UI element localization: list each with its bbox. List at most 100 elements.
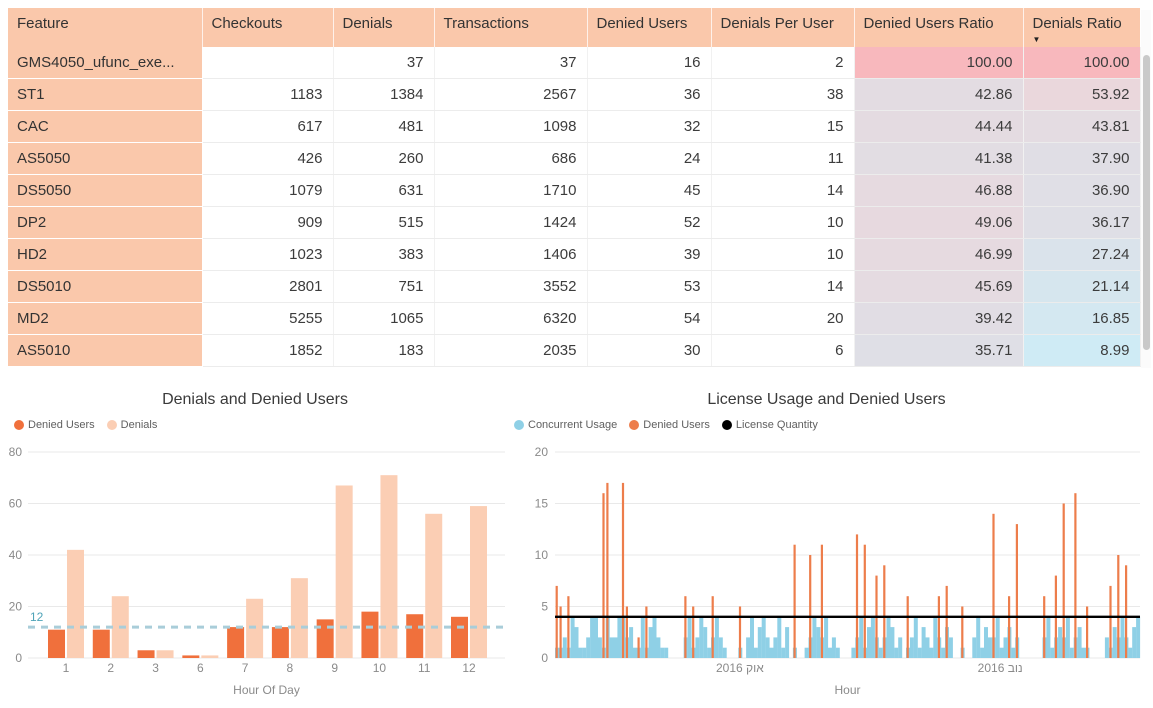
axis-label: 9 (331, 661, 338, 675)
bar-denials[interactable] (201, 655, 219, 658)
axis-label: 20 (535, 445, 549, 459)
column-header-label: Checkouts (211, 15, 283, 32)
license-usage-plot[interactable]: 0 5 10 15 20 2016 אוק 2016 נוב Hour (500, 440, 1153, 708)
usage-bar (929, 647, 934, 658)
table-header-row: Feature Checkouts Denials Transactions Denie… (8, 8, 1141, 47)
denied-users-spike (738, 606, 742, 658)
table-scrollbar-thumb[interactable] (1142, 55, 1150, 350)
usage-bar (722, 647, 727, 658)
feature-cell: HD2 (8, 238, 203, 271)
usage-bar (785, 627, 790, 658)
bar-denied-users[interactable] (182, 655, 200, 658)
bar-denials[interactable] (290, 578, 308, 658)
usage-bar (1136, 616, 1141, 658)
table-cell: 183 (333, 334, 435, 367)
table-cell: 11 (711, 142, 855, 175)
usage-bar (1081, 647, 1086, 658)
usage-bar (1128, 647, 1133, 658)
x-axis-title: Hour Of Day (233, 683, 300, 697)
bar-denials[interactable] (425, 513, 443, 658)
table-row: AS5010 1852 183 2035 30 6 35.71 8.99 (8, 334, 1141, 367)
column-header-label: Transactions (443, 15, 529, 32)
usage-bar (597, 637, 602, 658)
usage-bar (707, 647, 712, 658)
legend-label: Denials (120, 419, 158, 431)
column-header-label: Denials (342, 15, 393, 32)
denied-users-spike (961, 606, 964, 658)
denied-users-spike (645, 606, 648, 658)
denied-users-spike (692, 606, 695, 658)
bar-denied-users[interactable] (271, 627, 289, 658)
bar-denied-users[interactable] (361, 611, 379, 658)
feature-cell: MD2 (8, 302, 203, 335)
denied-users-spike (1008, 596, 1011, 658)
bar-denied-users[interactable] (406, 614, 424, 658)
axis-label: 0 (15, 651, 22, 665)
table-cell: 20 (711, 302, 855, 335)
table-cell: 6 (711, 334, 855, 367)
usage-bar (633, 647, 637, 658)
usage-bar (835, 647, 840, 658)
denied-users-spike (1125, 565, 1128, 658)
usage-bar (1112, 627, 1117, 658)
usage-bar (777, 616, 782, 658)
bar-denials[interactable] (380, 475, 398, 658)
table-cell: 21.14 (1023, 270, 1141, 303)
table-cell: 751 (333, 270, 435, 303)
column-header-denials[interactable]: Denials (333, 8, 435, 47)
legend-item-license-quantity[interactable]: License Quantity (721, 419, 818, 431)
bar-denials[interactable] (470, 506, 487, 658)
legend-item-denials[interactable]: Denials (106, 419, 158, 431)
bar-denied-users[interactable] (92, 629, 110, 658)
usage-bar (999, 647, 1004, 658)
usage-bar (995, 616, 1000, 658)
usage-bar (687, 616, 692, 658)
table-cell: 37.90 (1023, 142, 1141, 175)
bar-denials[interactable] (156, 650, 174, 658)
table-cell: 2567 (434, 78, 588, 111)
table-cell: 617 (202, 110, 334, 143)
bar-denied-users[interactable] (227, 627, 245, 658)
bar-denials[interactable] (335, 485, 353, 658)
denied-users-spike (1109, 585, 1112, 658)
usage-bar (656, 637, 661, 658)
legend-item-denied-users[interactable]: Denied Users (14, 419, 95, 431)
table-cell: 43.81 (1023, 110, 1141, 143)
denied-users-spike (793, 544, 796, 658)
bar-denied-users[interactable] (48, 629, 65, 658)
axis-label: 12 (462, 661, 476, 675)
usage-bar (586, 637, 591, 658)
usage-bar (781, 647, 786, 658)
table-cell: 2035 (434, 334, 588, 367)
legend-item-concurrent-usage[interactable]: Concurrent Usage (514, 419, 617, 431)
column-header-feature[interactable]: Feature (8, 8, 203, 47)
bar-denials[interactable] (67, 549, 84, 658)
bar-denied-users[interactable] (316, 619, 334, 658)
usage-bar (890, 627, 895, 658)
legend-dot-icon (14, 420, 24, 430)
legend-item-denied-users[interactable]: Denied Users (629, 419, 710, 431)
usage-bar (886, 616, 891, 658)
column-header-checkouts[interactable]: Checkouts (202, 8, 334, 47)
feature-cell: DP2 (8, 206, 203, 239)
usage-bar (894, 647, 899, 658)
table-cell: 383 (333, 238, 435, 271)
usage-bar (980, 647, 985, 658)
bar-denied-users[interactable] (137, 650, 155, 658)
constant-line-label: 12 (30, 610, 44, 624)
usage-bar (941, 647, 946, 658)
column-header-transactions[interactable]: Transactions (434, 8, 588, 47)
column-header-denials-ratio[interactable]: Denials Ratio ▼ (1023, 8, 1141, 47)
table-scrollbar[interactable] (1141, 10, 1151, 368)
table-cell: 53 (587, 270, 712, 303)
column-header-denials-per-user[interactable]: Denials Per User (711, 8, 855, 47)
column-header-denied-users-ratio[interactable]: Denied Users Ratio (854, 8, 1024, 47)
usage-bar (765, 637, 770, 658)
table-cell: 46.99 (854, 238, 1024, 271)
usage-bar (917, 647, 922, 658)
column-header-denied-users[interactable]: Denied Users (587, 8, 712, 47)
table-cell: 39 (587, 238, 712, 271)
denied-users-spike (992, 513, 995, 658)
bar-denied-users[interactable] (451, 616, 468, 658)
